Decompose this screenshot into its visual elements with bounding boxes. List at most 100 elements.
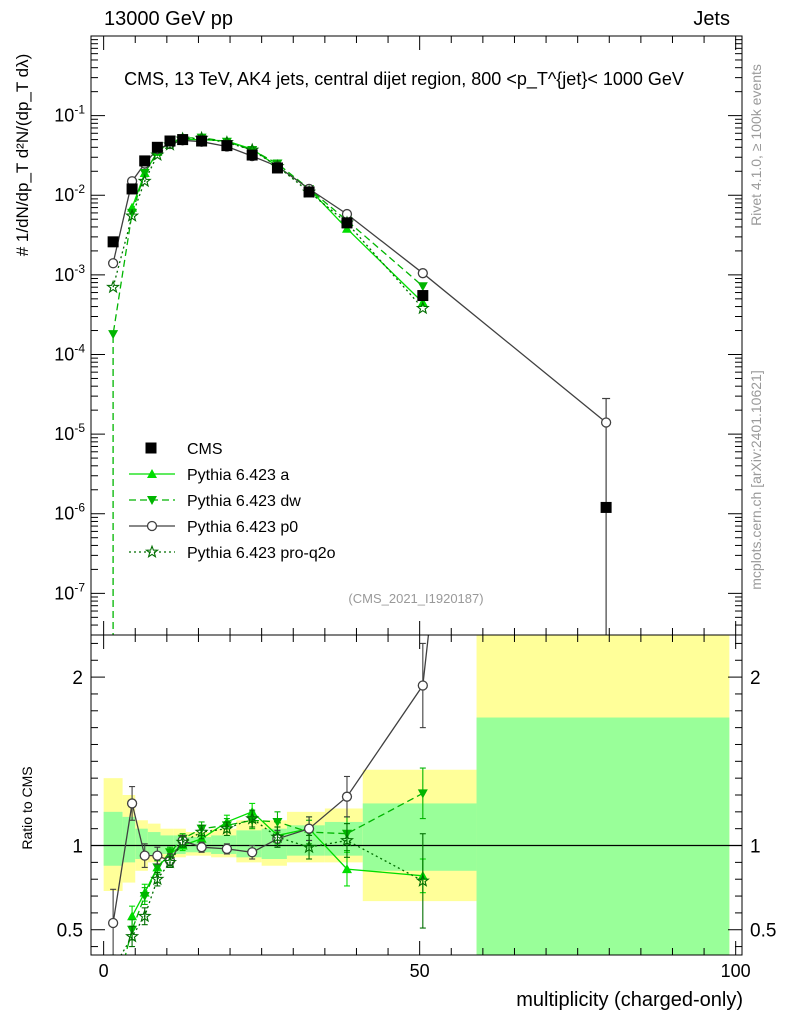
mcplots-source-label: mcplots.cern.ch [arXiv:2401.10621] (748, 370, 764, 589)
ratio-point-pro-q2o (137, 908, 152, 923)
cms-data-point (139, 155, 151, 167)
x-tick-label: 50 (410, 961, 430, 981)
legend-marker-dw (147, 496, 157, 505)
series-point-p0 (417, 268, 428, 279)
cms-data-point (341, 217, 353, 229)
band-stat-unc (103, 811, 123, 866)
y-tick-exponent: -4 (74, 341, 85, 355)
y-tick-label: 10-5 (54, 421, 85, 444)
ratio-tick-label-right: 2 (750, 668, 761, 689)
series-line-dw (112, 136, 424, 635)
legend-marker-pro-q2o (144, 544, 160, 558)
y-tick-exponent: -3 (74, 262, 85, 276)
ratio-point-p0 (139, 850, 150, 861)
ratio-point-pro-q2o (245, 811, 260, 825)
cms-data-point (417, 290, 429, 302)
ratio-point-pro-q2o (219, 821, 234, 835)
y-tick-exponent: -2 (74, 182, 85, 196)
ratio-point-pro-q2o (162, 855, 178, 869)
series-line-pro-q2o (112, 137, 424, 309)
y-tick-label: 10-1 (54, 103, 85, 126)
ratio-point-dw (272, 817, 283, 827)
series-line-p0 (112, 139, 607, 424)
series-point-pro-q2o (137, 173, 152, 188)
ratio-axis-label: Ratio to CMS (19, 766, 35, 849)
y-tick-label: 10-7 (54, 580, 85, 603)
main-panel-series (106, 130, 612, 635)
y-tick-exponent: -7 (74, 580, 85, 594)
axis-ticks: 0 50 100 10-7 10-6 10-5 10-4 10-3 10-2 10-1 0.5 0.5… (54, 35, 776, 981)
cms-data-point (126, 183, 138, 195)
cms-data-point (177, 134, 189, 146)
series-point-p0 (600, 417, 612, 428)
analysis-tag: (CMS_2021_I1920187) (348, 591, 483, 606)
y-axis-label: # 1/dN/dp_T d²N/(dp_T dλ) (13, 54, 32, 257)
main-series-clipped (106, 130, 612, 635)
cms-data-point (151, 141, 163, 153)
x-tick-label: 0 (99, 961, 109, 981)
legend: CMS Pythia 6.423 a Pythia 6.423 dw Pythia 6… (129, 441, 336, 562)
legend-label: Pythia 6.423 pro-q2o (187, 545, 336, 562)
ratio-point-p0 (417, 680, 428, 691)
series-point-p0 (107, 258, 119, 269)
y-tick-exponent: -6 (74, 501, 85, 515)
ratio-uncertainty-bands (91, 635, 742, 955)
legend-marker-cms (145, 442, 157, 454)
ratio-tick-label-right: 1 (750, 837, 761, 858)
ratio-point-dw (139, 892, 150, 902)
ratio-point-p0 (196, 842, 207, 853)
y-tick-label: 10-2 (54, 182, 85, 205)
ratio-point-pro-q2o (150, 871, 165, 886)
chart-title: CMS, 13 TeV, AK4 jets, central dijet reg… (124, 69, 684, 90)
ratio-point-p0 (107, 917, 119, 929)
y-tick-exponent: -1 (74, 103, 85, 117)
ratio-point-dw (165, 848, 176, 858)
ratio-point-pro-q2o (301, 839, 317, 854)
ratio-point-dw (152, 863, 163, 873)
y-tick-exponent: -5 (74, 421, 85, 435)
band-stat-unc (362, 803, 477, 871)
x-axis-label: multiplicity (charged-only) (516, 989, 743, 1011)
header-category: Jets (693, 8, 730, 30)
ratio-series-clipped (107, 635, 430, 1007)
ratio-panel-series (107, 635, 430, 1007)
ratio-point-p0 (303, 823, 315, 834)
ratio-point-p0 (126, 798, 138, 809)
ratio-tick-label-left: 2 (72, 668, 83, 689)
series-point-pro-q2o (150, 147, 165, 162)
cms-data-point (600, 501, 612, 513)
ratio-point-a (127, 911, 138, 921)
legend-label: CMS (187, 441, 223, 458)
ratio-point-pro-q2o (339, 833, 355, 847)
ratio-point-p0 (221, 843, 233, 855)
ratio-point-pro-q2o (125, 929, 140, 943)
series-point-dw (139, 169, 150, 179)
band-stat-unc (476, 717, 730, 955)
ratio-point-p0 (247, 847, 258, 858)
ratio-point-pro-q2o (415, 873, 430, 887)
series-point-pro-q2o (106, 279, 121, 294)
cms-data-point (221, 140, 233, 152)
series-point-dw (127, 208, 138, 218)
ratio-point-p0 (152, 850, 163, 861)
ratio-tick-label-left: 0.5 (57, 921, 83, 942)
series-point-dw (417, 282, 428, 292)
ratio-point-a (341, 864, 352, 874)
cms-data-point (107, 236, 119, 248)
cms-data-point (196, 135, 208, 147)
cms-data-point (164, 135, 176, 147)
ratio-point-dw (417, 789, 428, 799)
y-tick-label: 10-3 (54, 262, 85, 285)
cms-data-point (246, 149, 258, 161)
series-point-pro-q2o (125, 208, 140, 222)
y-tick-label: 10-4 (54, 341, 85, 364)
legend-label: Pythia 6.423 a (187, 467, 289, 484)
ratio-point-pro-q2o (108, 963, 119, 974)
band-stat-unc (122, 816, 136, 863)
ratio-point-p0 (341, 791, 353, 802)
ratio-point-dw (108, 998, 118, 1007)
ratio-point-pro-q2o (194, 824, 209, 838)
series-point-dw (108, 330, 119, 340)
y-tick-label: 10-6 (54, 501, 85, 524)
